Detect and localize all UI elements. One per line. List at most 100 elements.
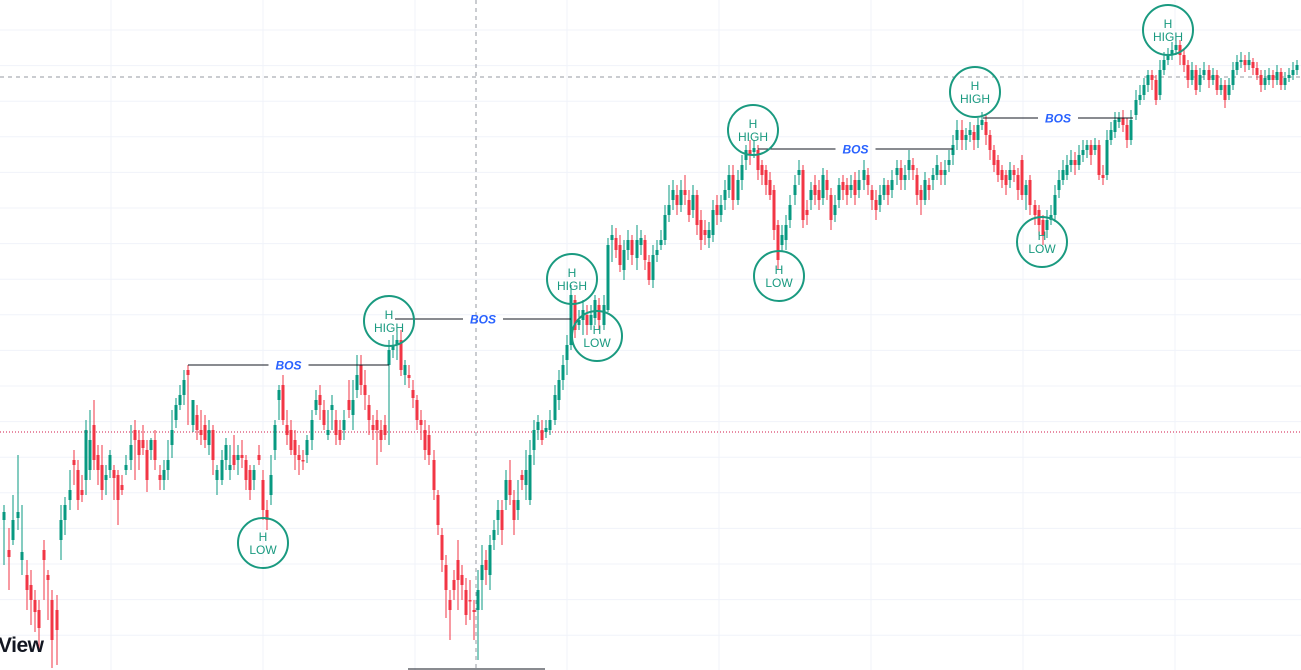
candle-up xyxy=(1263,70,1267,90)
candle-body xyxy=(1178,45,1182,55)
candle-body xyxy=(25,575,29,590)
candle-up xyxy=(561,355,565,390)
marker-circle xyxy=(1142,4,1194,56)
candle-down xyxy=(92,400,96,470)
candle-up xyxy=(480,545,484,610)
candle-body xyxy=(643,240,647,260)
candle-up xyxy=(882,178,886,200)
candle-body xyxy=(707,230,711,238)
candle-down xyxy=(1150,70,1154,90)
candle-body xyxy=(899,168,903,180)
candle-body xyxy=(80,490,84,495)
candle-down xyxy=(301,450,305,470)
candle-up xyxy=(943,160,947,185)
candle-body xyxy=(141,440,145,448)
candle-body xyxy=(1109,130,1113,140)
candle-body xyxy=(1158,70,1162,95)
candle-body xyxy=(252,470,256,480)
candle-body xyxy=(342,420,346,430)
candle-up xyxy=(931,168,935,190)
candle-up xyxy=(166,440,170,480)
bos-label: BOS xyxy=(1045,112,1071,126)
candle-down xyxy=(1097,140,1101,180)
candle-up xyxy=(719,195,723,222)
candle-body xyxy=(496,510,500,520)
candle-body xyxy=(88,440,92,470)
candle-down xyxy=(50,590,54,668)
candle-body xyxy=(1008,170,1012,180)
marker-label-type: HIGH xyxy=(374,321,404,335)
candle-up xyxy=(1008,162,1012,188)
candle-body xyxy=(597,305,601,320)
candle-down xyxy=(886,180,890,205)
candle-body xyxy=(199,430,203,435)
candle-down xyxy=(436,490,440,535)
candle-up xyxy=(622,240,626,280)
candle-body xyxy=(1291,70,1295,75)
candle-down xyxy=(379,420,383,452)
candle-body xyxy=(626,240,630,250)
candle-body xyxy=(29,585,33,600)
candle-body xyxy=(211,430,215,460)
candle-body xyxy=(622,250,626,270)
marker-circle xyxy=(727,104,779,156)
candle-up xyxy=(1166,48,1170,65)
candle-body xyxy=(7,550,11,557)
candle-up xyxy=(84,420,88,495)
candle-up xyxy=(342,410,346,440)
candle-down xyxy=(211,425,215,475)
candle-up xyxy=(569,285,573,350)
candle-up xyxy=(220,450,224,485)
candle-body xyxy=(207,430,211,445)
candle-down xyxy=(805,200,809,225)
candle-up xyxy=(878,185,882,212)
tradingview-watermark: View xyxy=(0,634,44,657)
candle-body xyxy=(857,180,861,190)
candle-body xyxy=(476,590,480,610)
candle-up xyxy=(1239,52,1243,68)
candle-up xyxy=(723,180,727,210)
candle-body xyxy=(100,465,104,490)
candle-up xyxy=(269,455,273,505)
candle-body xyxy=(809,190,813,200)
candle-body xyxy=(968,130,972,135)
candle-down xyxy=(456,540,460,610)
candle-up xyxy=(635,225,639,270)
candle-down xyxy=(1186,60,1190,88)
candle-up xyxy=(923,172,927,205)
candle-body xyxy=(837,185,841,200)
candle-body xyxy=(84,430,88,480)
candle-body xyxy=(411,390,415,398)
candle-body xyxy=(866,175,870,185)
candle-down xyxy=(432,450,436,500)
candle-body xyxy=(1243,60,1247,65)
candle-down xyxy=(1194,65,1198,95)
candle-up xyxy=(1162,52,1166,75)
candle-up xyxy=(1295,60,1299,75)
candle-up xyxy=(277,385,281,420)
marker-circle xyxy=(571,310,623,362)
candle-body xyxy=(289,430,293,450)
candle-body xyxy=(261,480,265,510)
candle-body xyxy=(1267,75,1271,80)
candle-body xyxy=(460,575,464,585)
candle-down xyxy=(472,600,476,640)
marker-circle xyxy=(237,517,289,569)
candle-body xyxy=(1125,125,1129,140)
candle-up xyxy=(1049,205,1053,225)
candle-down xyxy=(841,175,845,200)
candle-down xyxy=(597,298,601,330)
candle-body xyxy=(1121,118,1125,125)
candle-body xyxy=(484,560,488,570)
candle-body xyxy=(593,300,597,318)
candle-up xyxy=(667,185,671,222)
candle-down xyxy=(1182,50,1186,72)
candle-down xyxy=(614,228,618,258)
candle-up xyxy=(162,460,166,490)
candle-body xyxy=(464,590,468,615)
candle-down xyxy=(1073,152,1077,175)
candle-down xyxy=(407,365,411,388)
